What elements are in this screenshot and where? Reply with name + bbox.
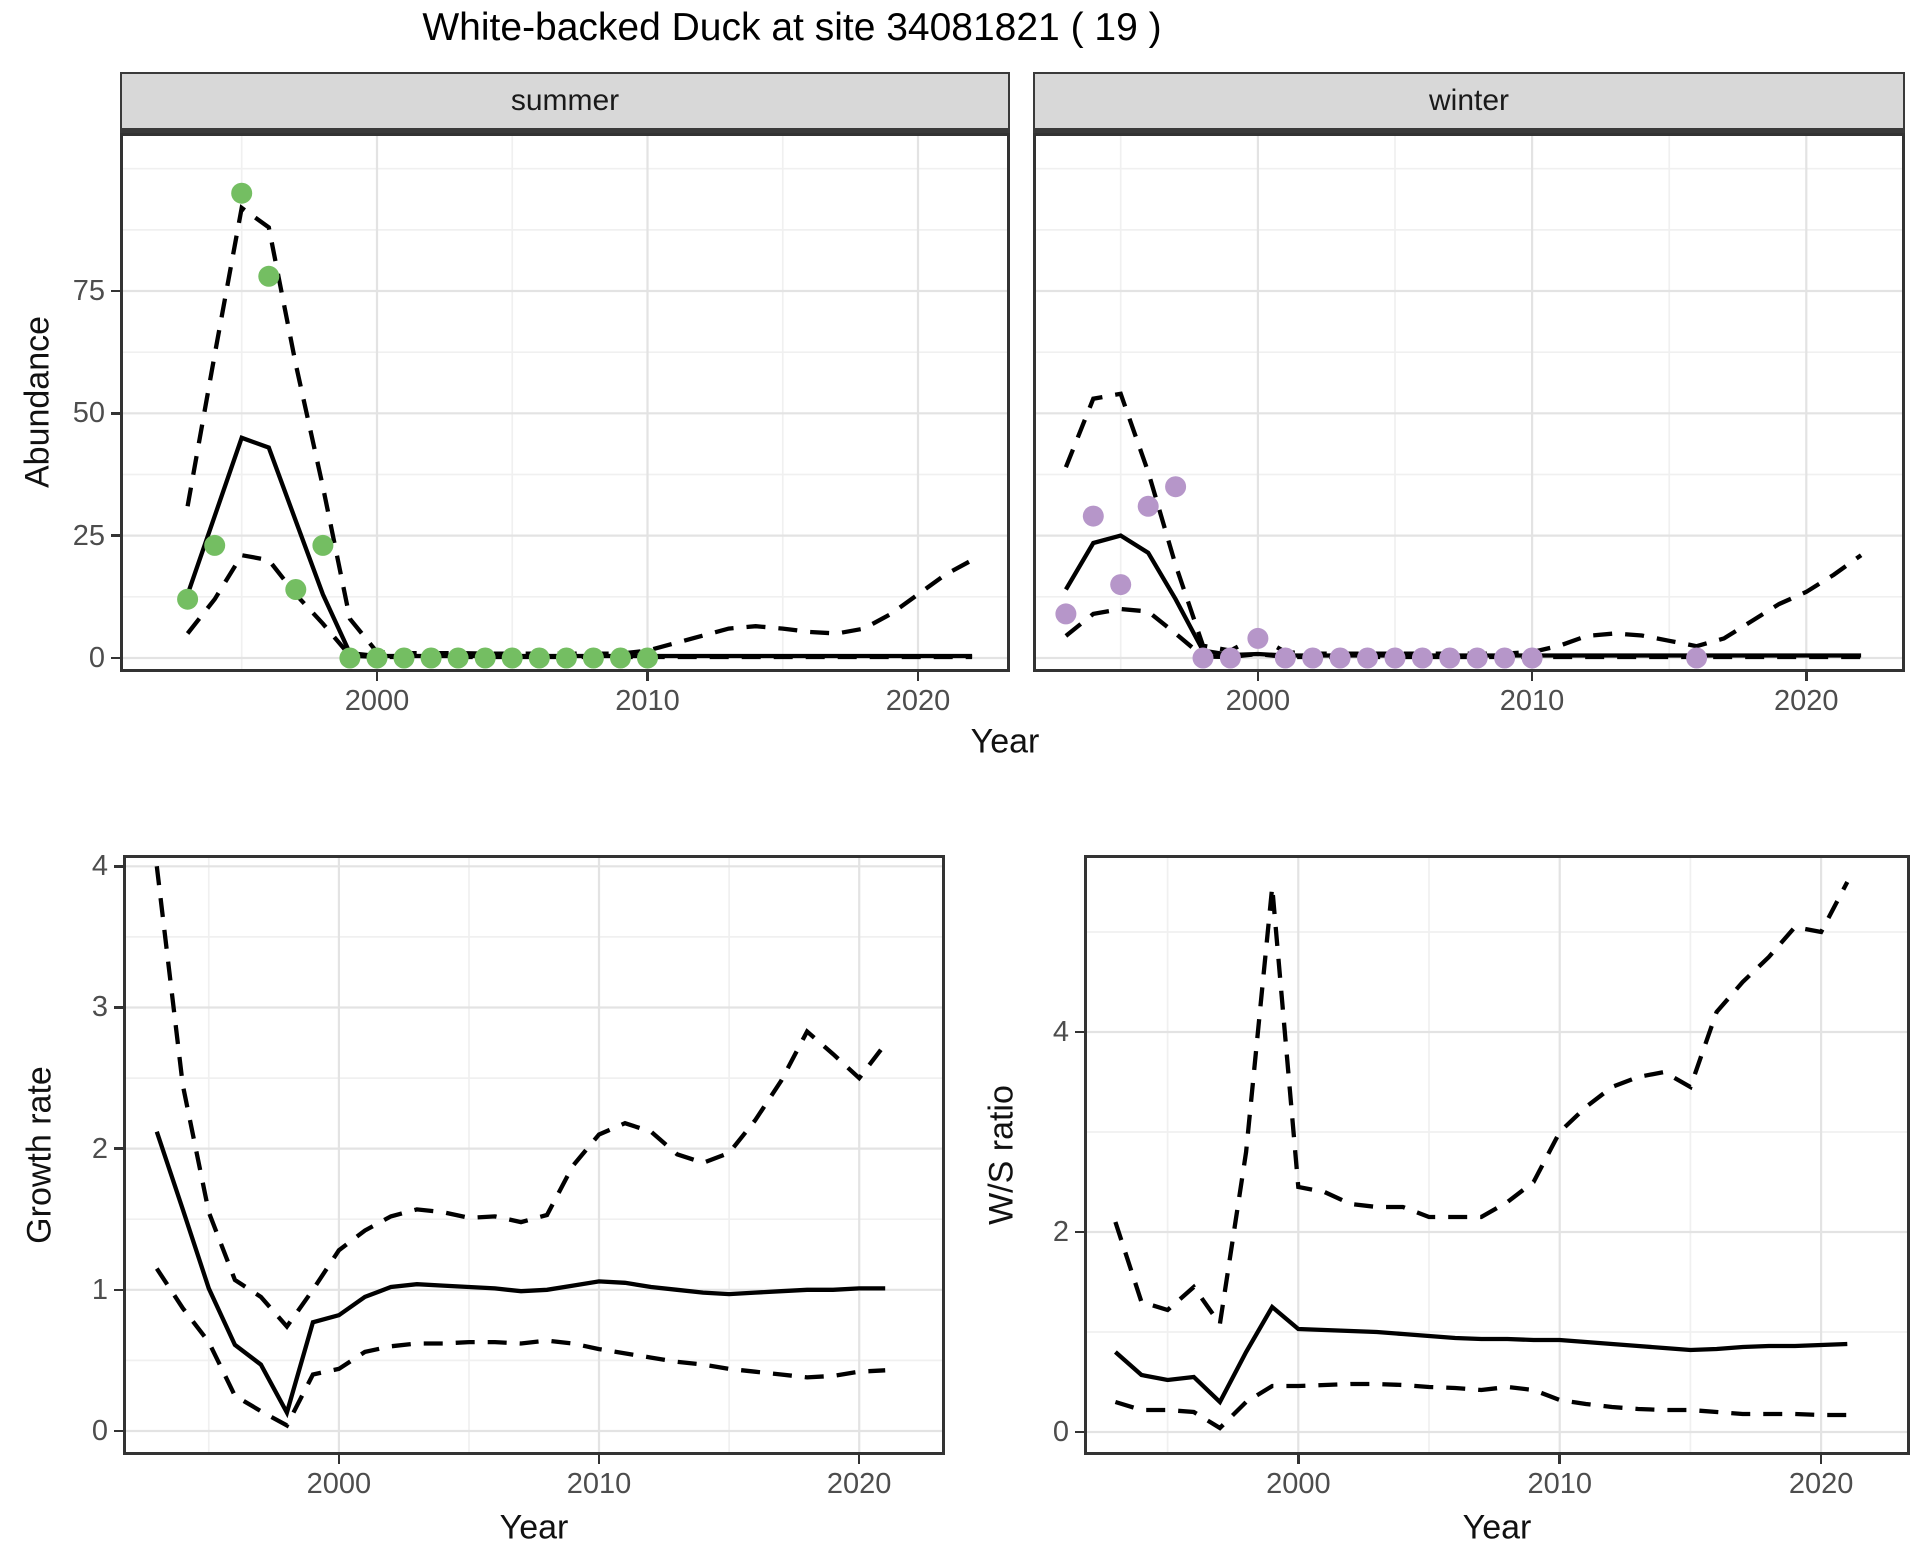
x-axis-title-year-ws: Year: [1462, 1508, 1532, 1547]
x-axis-title-year-top: Year: [970, 722, 1040, 761]
axis-tick-label: 0: [88, 641, 105, 674]
axis-tick-label: 2000: [344, 685, 410, 717]
axis-tick-mark: [597, 1455, 601, 1464]
axis-tick-mark: [111, 412, 120, 415]
axis-tick-label: 2020: [885, 685, 951, 717]
winter-abundance-panel: [1033, 133, 1905, 672]
axis-tick-label: 3: [91, 991, 108, 1024]
axis-tick-mark: [1256, 672, 1260, 681]
axis-tick-mark: [646, 672, 649, 681]
x-axis-title-year-growth: Year: [499, 1508, 569, 1547]
axis-tick-mark: [114, 1288, 123, 1292]
axis-tick-mark: [375, 672, 379, 681]
axis-tick-label: 1: [91, 1273, 108, 1306]
axis-tick-label: 0: [1052, 1416, 1069, 1448]
axis-tick-mark: [114, 865, 123, 868]
facet-strip-winter-label: winter: [1428, 84, 1510, 117]
axis-tick-label: 2000: [1266, 1468, 1331, 1500]
axis-tick-mark: [1805, 672, 1808, 681]
axis-tick-mark: [1558, 1455, 1561, 1464]
axis-tick-mark: [111, 534, 120, 537]
axis-tick-label: 2010: [1527, 1468, 1592, 1500]
axis-tick-mark: [111, 656, 120, 660]
axis-tick-label: 2010: [1499, 685, 1565, 717]
facet-strip-summer-label: summer: [510, 84, 620, 117]
ws-ratio-panel: [1084, 855, 1910, 1455]
axis-tick-mark: [1819, 1455, 1823, 1464]
axis-tick-label: 50: [72, 397, 105, 430]
axis-tick-mark: [857, 1455, 861, 1464]
axis-tick-label: 2010: [566, 1468, 632, 1500]
facet-strip-winter: winter: [1033, 72, 1905, 133]
axis-tick-mark: [1530, 672, 1534, 681]
axis-tick-mark: [114, 1429, 123, 1433]
axis-tick-mark: [1075, 1030, 1084, 1034]
axis-tick-label: 2010: [615, 685, 680, 717]
axis-tick-label: 2020: [1774, 685, 1839, 717]
axis-tick-label: 75: [72, 275, 105, 308]
page-title: White-backed Duck at site 34081821 ( 19 …: [422, 6, 1162, 49]
axis-tick-label: 2: [91, 1132, 108, 1165]
axis-tick-mark: [1075, 1230, 1084, 1234]
axis-tick-label: 2000: [1225, 685, 1291, 717]
axis-tick-mark: [337, 1455, 341, 1464]
facet-strip-summer: summer: [120, 72, 1010, 133]
axis-tick-mark: [1075, 1430, 1084, 1434]
axis-tick-label: 2000: [306, 1468, 372, 1500]
axis-tick-label: 25: [72, 519, 105, 552]
axis-tick-mark: [114, 1006, 123, 1009]
axis-tick-label: 2: [1052, 1216, 1069, 1248]
axis-tick-mark: [916, 672, 920, 681]
y-axis-title-ws-ratio: W/S ratio: [982, 1085, 1021, 1225]
axis-tick-label: 2020: [1788, 1468, 1854, 1500]
axis-tick-mark: [114, 1147, 123, 1150]
axis-tick-label: 0: [91, 1415, 108, 1447]
axis-tick-mark: [111, 289, 120, 293]
axis-tick-label: 2020: [826, 1468, 892, 1500]
summer-abundance-panel: [120, 133, 1010, 672]
axis-tick-label: 4: [91, 850, 108, 883]
growth-rate-panel: [123, 855, 945, 1455]
axis-tick-label: 4: [1052, 1016, 1069, 1048]
axis-tick-mark: [1297, 1455, 1300, 1464]
